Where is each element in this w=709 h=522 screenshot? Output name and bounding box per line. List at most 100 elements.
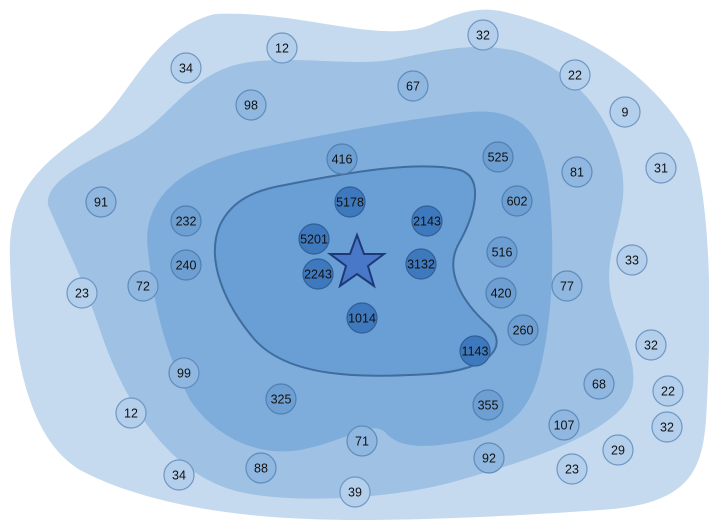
node-second: 68 <box>583 368 615 400</box>
node-circle <box>486 236 518 268</box>
node-label: 68 <box>592 378 606 392</box>
node-circle <box>583 368 615 400</box>
node-circle <box>266 32 298 64</box>
node-label: 31 <box>654 162 668 176</box>
node-circle <box>556 453 588 485</box>
node-circle <box>163 459 195 491</box>
node-second: 77 <box>551 270 583 302</box>
node-circle <box>127 270 159 302</box>
node-second: 91 <box>85 186 117 218</box>
node-second: 88 <box>245 452 277 484</box>
node-outer: 33 <box>616 244 648 276</box>
node-third: 416 <box>326 143 358 175</box>
node-label: 12 <box>275 42 289 56</box>
node-second: 92 <box>473 442 505 474</box>
node-circle <box>326 143 358 175</box>
node-third: 260 <box>507 314 539 346</box>
node-circle <box>616 244 648 276</box>
node-label: 1143 <box>462 345 489 359</box>
node-label: 525 <box>488 151 509 165</box>
node-label: 2143 <box>413 215 441 229</box>
node-label: 232 <box>176 215 197 229</box>
node-label: 9 <box>622 106 629 120</box>
node-circle <box>170 52 202 84</box>
node-circle <box>334 186 366 218</box>
node-circle <box>411 205 443 237</box>
node-label: 81 <box>570 166 584 180</box>
node-circle <box>645 152 677 184</box>
node-label: 77 <box>560 280 574 294</box>
node-label: 12 <box>124 407 138 421</box>
node-third: 420 <box>485 277 517 309</box>
node-circle <box>405 248 437 280</box>
node-outer: 34 <box>170 52 202 84</box>
node-second: 99 <box>168 357 200 389</box>
node-circle <box>66 277 98 309</box>
node-circle <box>339 476 371 508</box>
node-circle <box>115 397 147 429</box>
node-core: 5178 <box>334 186 366 218</box>
node-outer: 12 <box>115 397 147 429</box>
node-circle <box>635 329 667 361</box>
node-second: 67 <box>397 70 429 102</box>
node-label: 72 <box>136 280 150 294</box>
node-circle <box>459 335 491 367</box>
node-label: 5178 <box>336 196 364 210</box>
node-circle <box>561 156 593 188</box>
node-label: 23 <box>565 463 579 477</box>
node-second: 107 <box>548 409 580 441</box>
node-circle <box>298 223 330 255</box>
node-outer: 31 <box>645 152 677 184</box>
node-outer: 29 <box>602 434 634 466</box>
node-outer: 39 <box>339 476 371 508</box>
node-outer: 22 <box>559 59 591 91</box>
node-circle <box>397 70 429 102</box>
node-label: 22 <box>661 385 675 399</box>
node-third: 355 <box>472 389 504 421</box>
node-outer: 34 <box>163 459 195 491</box>
node-circle <box>507 314 539 346</box>
node-label: 516 <box>492 246 513 260</box>
node-circle <box>170 249 202 281</box>
node-label: 34 <box>172 469 186 483</box>
node-core: 1014 <box>346 302 378 334</box>
node-core: 5201 <box>298 223 330 255</box>
node-circle <box>551 270 583 302</box>
node-label: 420 <box>491 287 512 301</box>
node-label: 107 <box>554 419 575 433</box>
node-label: 91 <box>94 196 108 210</box>
node-label: 5201 <box>300 233 328 247</box>
node-label: 99 <box>177 367 191 381</box>
node-third: 325 <box>265 383 297 415</box>
node-circle <box>245 452 277 484</box>
node-label: 1014 <box>348 312 376 326</box>
node-outer: 23 <box>66 277 98 309</box>
node-outer: 32 <box>635 329 667 361</box>
node-label: 32 <box>644 339 658 353</box>
node-circle <box>472 389 504 421</box>
node-circle <box>346 425 378 457</box>
node-label: 92 <box>482 452 496 466</box>
node-circle <box>548 409 580 441</box>
node-second: 71 <box>346 425 378 457</box>
node-third: 602 <box>501 185 533 217</box>
node-third: 516 <box>486 236 518 268</box>
node-circle <box>501 185 533 217</box>
node-circle <box>467 19 499 51</box>
node-circle <box>170 205 202 237</box>
node-label: 3132 <box>407 258 435 272</box>
node-circle <box>482 141 514 173</box>
node-circle <box>602 434 634 466</box>
node-circle <box>651 411 683 443</box>
node-label: 71 <box>355 435 369 449</box>
node-label: 22 <box>568 69 582 83</box>
node-outer: 22 <box>652 375 684 407</box>
node-label: 355 <box>478 399 499 413</box>
node-label: 34 <box>179 62 193 76</box>
node-circle <box>168 357 200 389</box>
node-label: 32 <box>660 421 674 435</box>
node-circle <box>235 89 267 121</box>
node-label: 325 <box>271 393 292 407</box>
